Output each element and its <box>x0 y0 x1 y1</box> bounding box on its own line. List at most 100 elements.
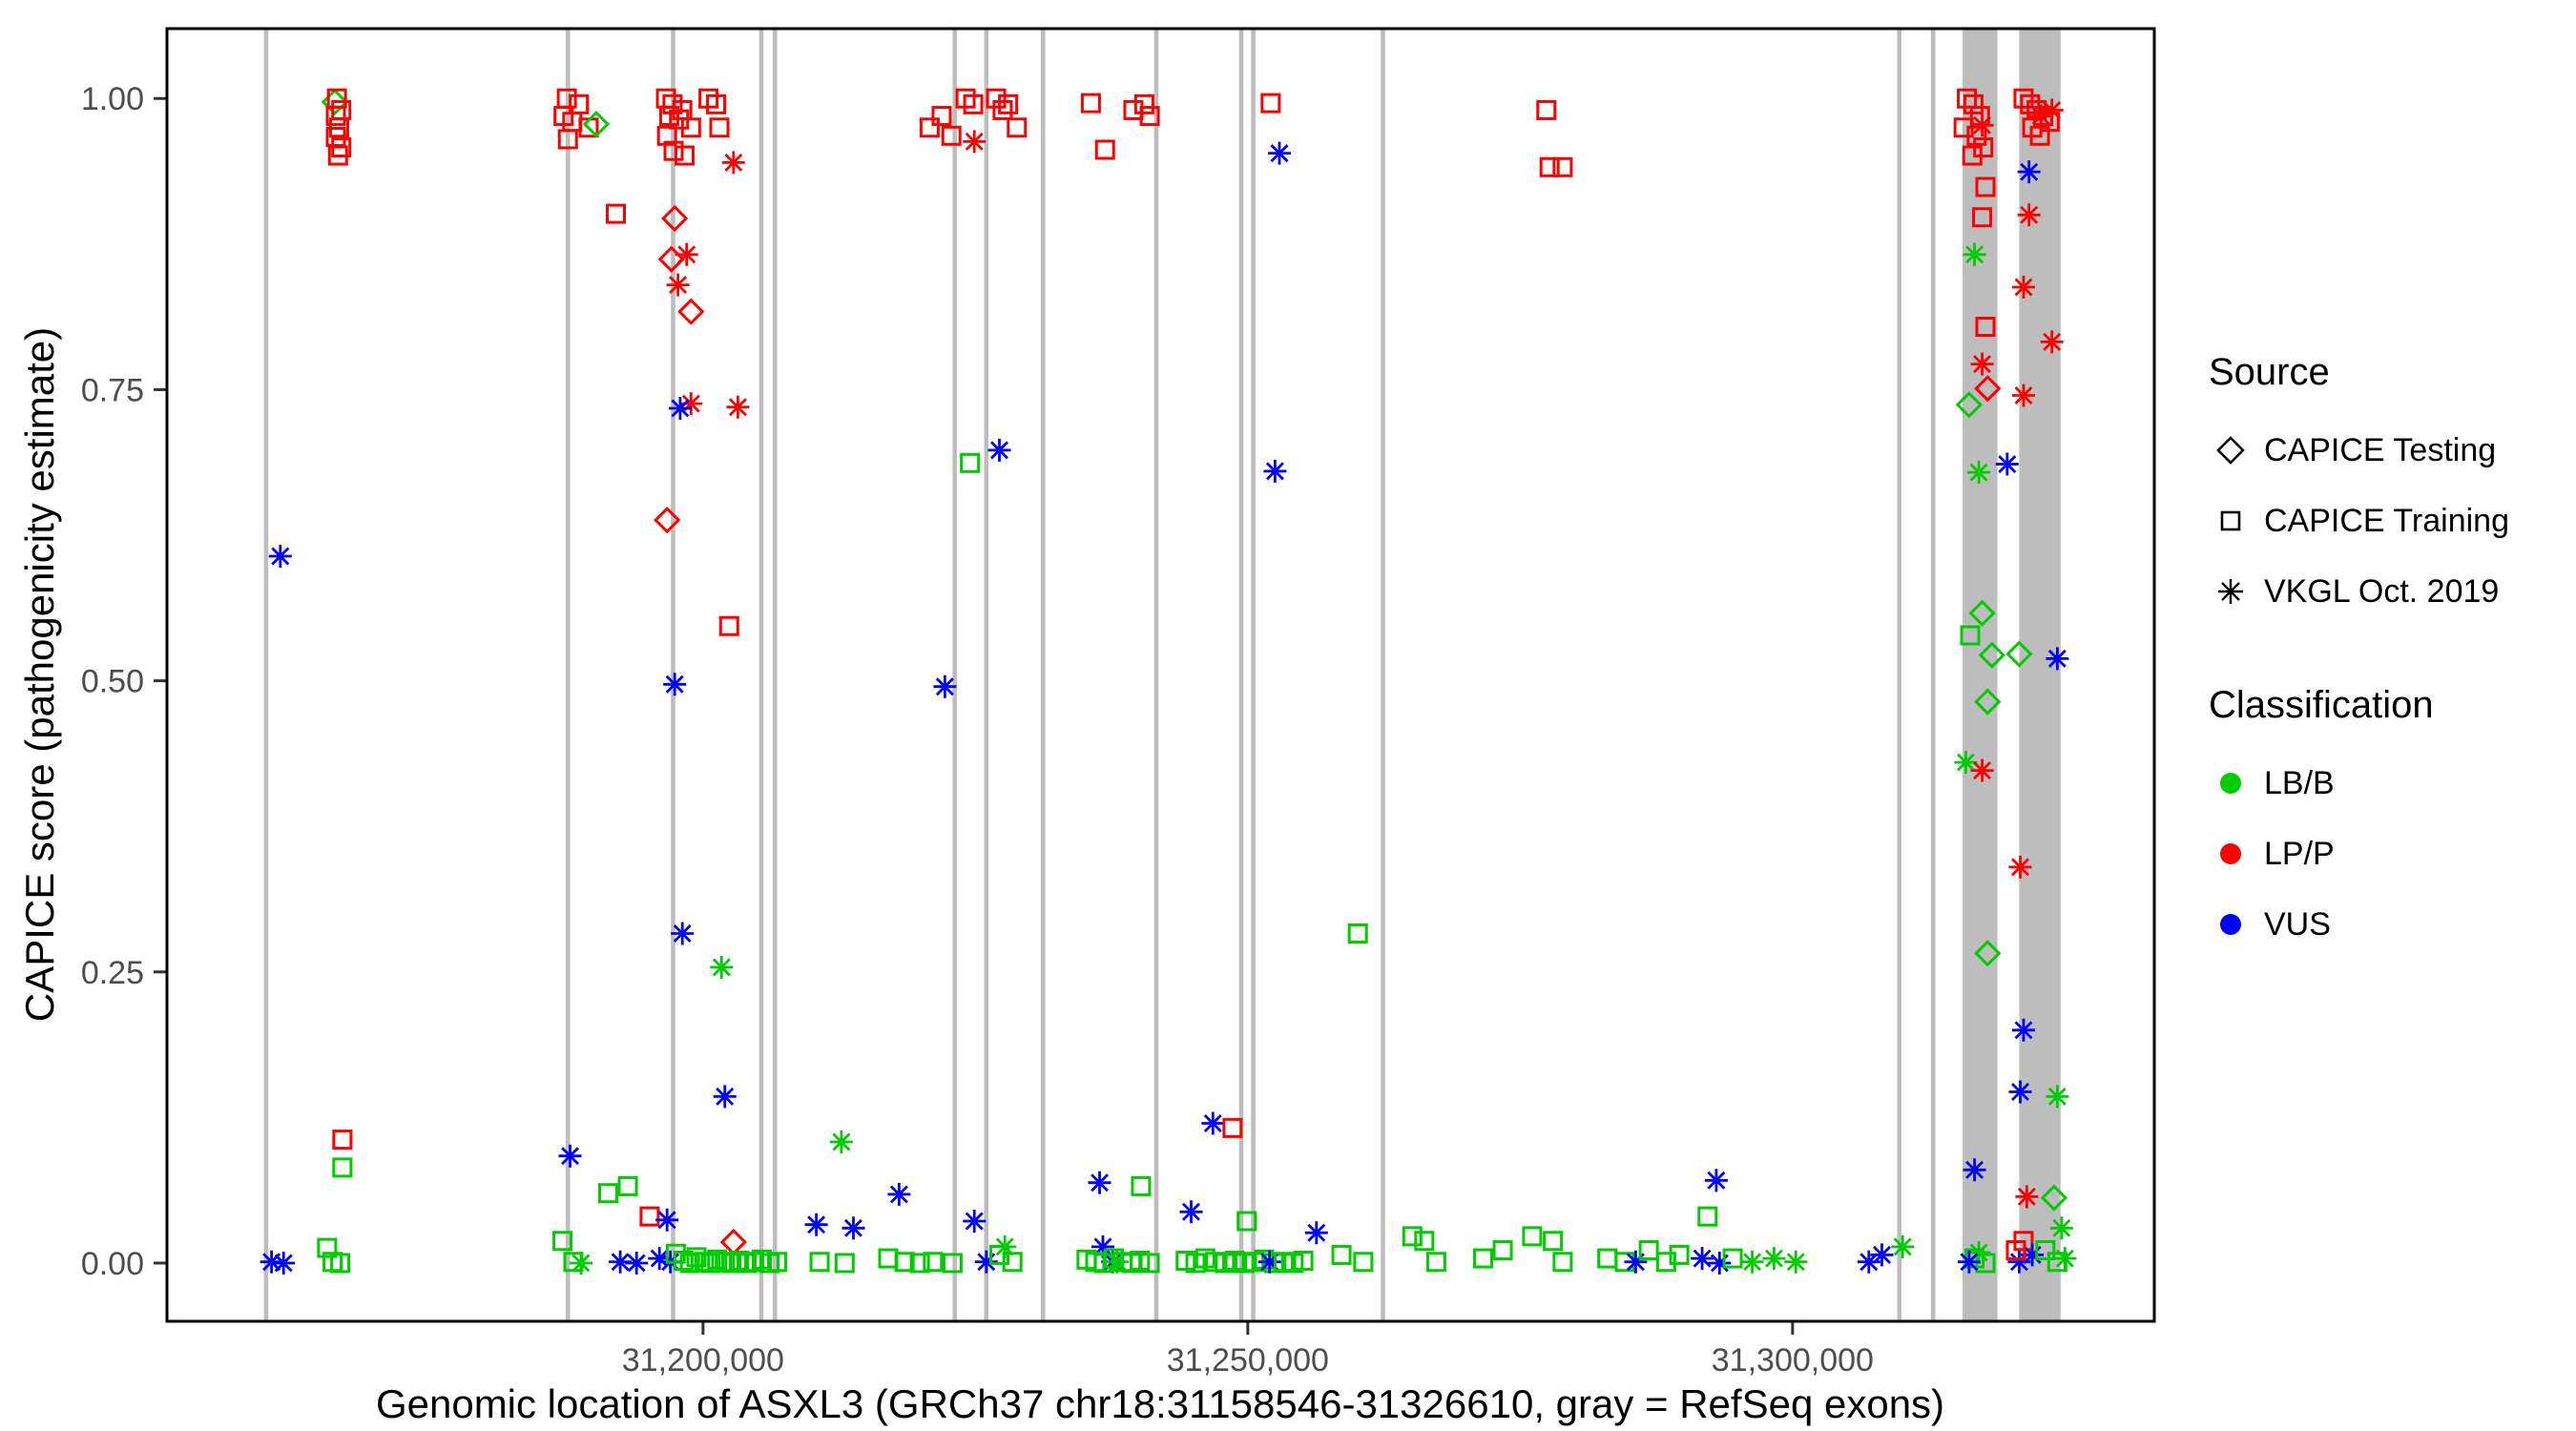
data-point-square <box>1425 1252 1446 1273</box>
data-point-square <box>709 117 730 138</box>
legend-label: CAPICE Testing <box>2264 431 2497 468</box>
data-point-asterisk <box>558 1144 582 1168</box>
data-point-square <box>1957 88 1978 109</box>
data-point-asterisk <box>713 1085 737 1109</box>
data-point-square <box>325 127 346 148</box>
data-point-asterisk <box>841 1216 865 1240</box>
data-point-asterisk <box>1995 452 2019 476</box>
data-point-square <box>963 93 984 114</box>
data-point-asterisk <box>829 1130 853 1154</box>
data-point-square <box>1222 1117 1243 1138</box>
data-point-square <box>1139 1253 1160 1274</box>
data-point-square <box>1123 99 1144 120</box>
exon-bar <box>984 29 989 1321</box>
data-point-square <box>1139 106 1160 127</box>
y-tick-label: 1.00 <box>81 81 144 117</box>
y-tick-label: 0.25 <box>81 955 144 991</box>
data-point-square <box>1094 139 1115 160</box>
data-point-square <box>1697 1206 1718 1227</box>
data-point-square <box>986 88 1007 109</box>
data-point-diamond <box>1978 641 2005 669</box>
data-point-asterisk <box>2008 855 2032 879</box>
data-point-diamond <box>1974 375 2002 403</box>
data-point-square <box>1655 1252 1676 1273</box>
data-point-asterisk <box>1870 1243 1894 1267</box>
data-point-square <box>1473 1248 1494 1269</box>
data-point-asterisk <box>1179 1200 1203 1224</box>
data-point-square <box>1236 1211 1257 1232</box>
data-point-asterisk <box>1784 1250 1808 1274</box>
legend-label: CAPICE Training <box>2264 502 2509 539</box>
data-point-square <box>767 1252 788 1273</box>
data-point-square <box>1975 176 1996 197</box>
data-point-square <box>325 106 346 127</box>
data-point-square <box>878 1248 899 1269</box>
data-point-square <box>1552 1252 1573 1273</box>
data-point-square <box>998 93 1019 114</box>
data-point-square <box>552 1231 573 1252</box>
data-point-square <box>1597 1248 1618 1269</box>
data-point-diamond <box>654 507 681 534</box>
x-tick-label: 31,200,000 <box>622 1342 784 1379</box>
data-point-asterisk <box>1267 141 1292 165</box>
data-point-diamond <box>2040 1184 2068 1212</box>
data-point-asterisk <box>1967 461 1991 485</box>
legend-item-capice-testing: CAPICE Testing <box>2209 415 2571 486</box>
data-point-diamond <box>1968 599 1996 627</box>
data-point-asterisk <box>1201 1111 1225 1135</box>
asterisk-icon <box>2209 574 2253 609</box>
data-point-square <box>942 1253 963 1274</box>
data-point-diamond <box>677 298 705 325</box>
data-point-square <box>834 1253 855 1274</box>
data-point-square <box>1966 125 1987 146</box>
legend-label: VKGL Oct. 2019 <box>2264 572 2500 610</box>
data-point-square <box>941 125 962 146</box>
data-point-square <box>700 1253 721 1274</box>
data-point-square <box>1522 1226 1543 1247</box>
data-point-square <box>1960 625 1981 646</box>
legend-item-lbb: LB/B <box>2209 748 2571 819</box>
exon-bar <box>1251 29 1256 1321</box>
data-point-asterisk <box>2017 160 2041 184</box>
exon-bar <box>1381 29 1385 1321</box>
data-point-diamond <box>657 245 685 273</box>
exon-bar <box>671 29 675 1321</box>
exon-bar <box>263 29 269 1321</box>
data-point-square <box>1536 99 1557 120</box>
data-point-square <box>706 93 727 114</box>
data-point-square <box>639 1206 660 1227</box>
legend-item-lpp: LP/P <box>2209 819 2571 889</box>
data-point-square <box>1638 1240 1659 1261</box>
data-point-asterisk <box>1624 1250 1648 1274</box>
data-point-asterisk <box>1708 1251 1732 1275</box>
data-point-square <box>332 1130 353 1151</box>
exon-bar <box>1930 29 1936 1321</box>
data-point-square <box>331 99 352 120</box>
data-point-square <box>663 140 684 161</box>
data-point-asterisk <box>987 438 1011 462</box>
data-point-asterisk <box>721 151 745 175</box>
data-point-asterisk <box>726 395 750 419</box>
data-point-asterisk <box>1740 1250 1764 1274</box>
data-point-square <box>809 1252 830 1273</box>
data-point-asterisk <box>2007 1250 2031 1274</box>
data-point-square <box>1962 145 1983 166</box>
data-point-asterisk <box>2008 1080 2032 1104</box>
data-point-asterisk <box>666 273 690 297</box>
legend-classification-title: Classification <box>2209 684 2434 726</box>
data-point-asterisk <box>1963 1158 1986 1182</box>
data-point-square <box>1002 1252 1023 1273</box>
data-point-asterisk <box>1263 459 1287 483</box>
data-point-asterisk <box>663 673 687 696</box>
exon-bar <box>758 29 764 1321</box>
data-point-asterisk <box>2040 330 2064 354</box>
data-point-square <box>598 1183 619 1204</box>
diamond-icon <box>2209 433 2253 467</box>
data-point-diamond <box>1974 940 2002 967</box>
data-point-square <box>960 452 981 473</box>
exon-bar <box>1040 29 1046 1321</box>
data-point-asterisk <box>2011 384 2036 407</box>
exon-bar <box>1153 29 1159 1321</box>
data-point-asterisk <box>933 674 957 698</box>
